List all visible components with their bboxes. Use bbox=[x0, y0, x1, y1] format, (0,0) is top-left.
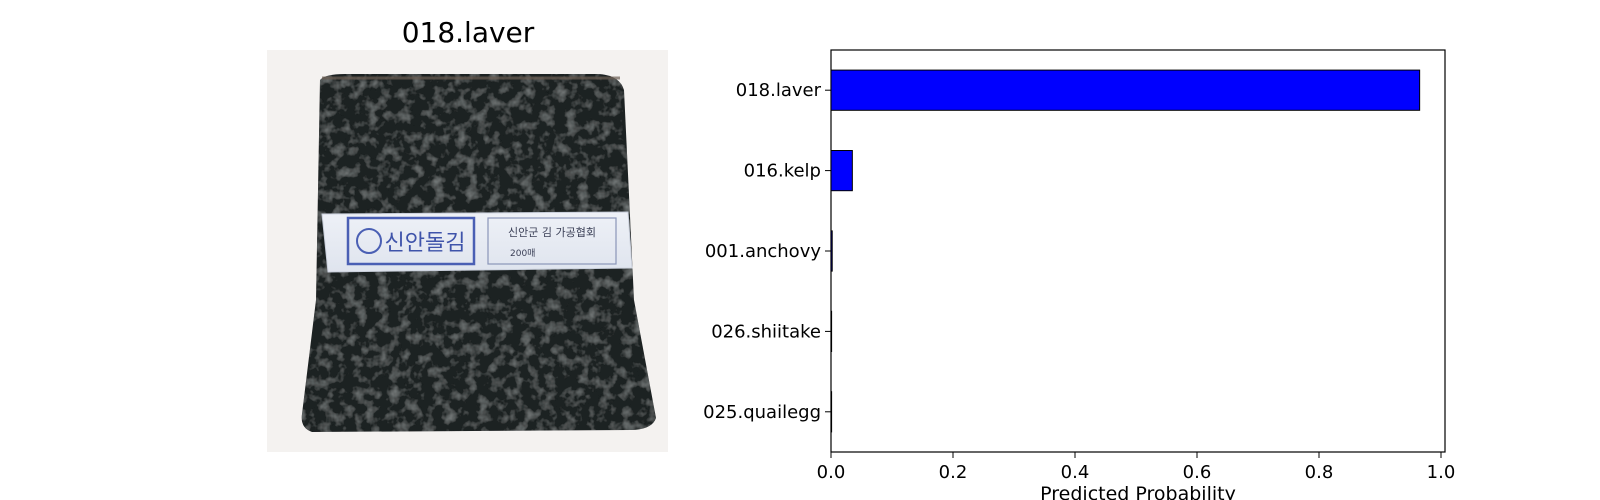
image-title: 018.laver bbox=[402, 16, 535, 49]
x-axis-ticks: 0.0 0.2 0.4 0.6 0.8 1.0 bbox=[817, 452, 1456, 483]
x-tick-label: 0.8 bbox=[1305, 462, 1334, 483]
y-axis-ticks: 018.laver 016.kelp 001.anchovy 026.shiitake… bbox=[703, 80, 831, 423]
probability-chart: 018.laver 016.kelp 001.anchovy 026.shiitake… bbox=[703, 49, 1456, 500]
x-tick-label: 0.4 bbox=[1061, 462, 1090, 483]
y-tick-label: 001.anchovy bbox=[705, 241, 821, 262]
x-axis-label: Predicted Probability bbox=[1040, 483, 1236, 500]
photo-brand-text: 신안돌김 bbox=[385, 231, 466, 256]
bars-group bbox=[830, 69, 1421, 433]
bar-026-shiitake bbox=[830, 310, 833, 352]
laver-photo: 신안돌김 신안군 김 가공협회 200매 bbox=[267, 50, 668, 452]
bar-001-anchovy bbox=[830, 230, 833, 272]
bar-018-laver bbox=[830, 69, 1421, 111]
x-tick-label: 1.0 bbox=[1427, 462, 1456, 483]
bar-025-quailegg bbox=[830, 391, 833, 433]
photo-maker-text: 신안군 김 가공협회 bbox=[508, 226, 596, 239]
x-tick-label: 0.0 bbox=[817, 462, 846, 483]
x-tick-label: 0.2 bbox=[939, 462, 968, 483]
x-tick-label: 0.6 bbox=[1183, 462, 1212, 483]
y-tick-label: 025.quailegg bbox=[703, 402, 821, 423]
y-tick-label: 026.shiitake bbox=[711, 321, 821, 342]
photo-weight-text: 200매 bbox=[510, 248, 535, 259]
plot-area-frame bbox=[830, 49, 1446, 453]
bar-016-kelp bbox=[830, 150, 853, 192]
y-tick-label: 018.laver bbox=[736, 80, 822, 101]
y-tick-label: 016.kelp bbox=[744, 161, 821, 182]
